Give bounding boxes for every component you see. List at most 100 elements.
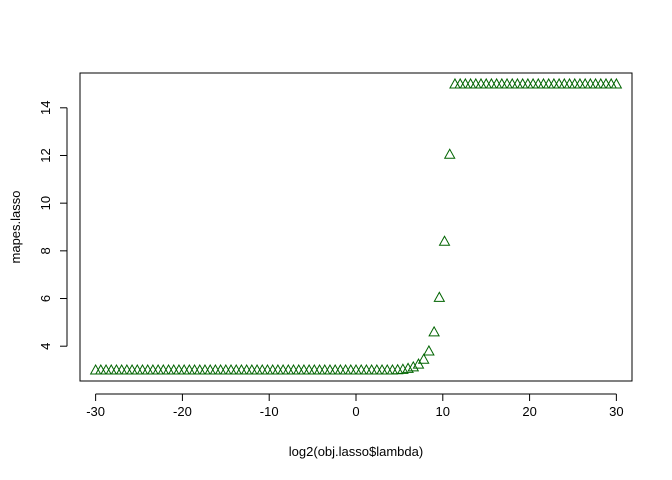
- data-point: [313, 364, 326, 375]
- data-point: [386, 364, 399, 375]
- data-point: [230, 364, 243, 375]
- data-point: [350, 364, 362, 375]
- data-point: [147, 364, 159, 375]
- data-point: [115, 364, 128, 375]
- data-point: [105, 364, 118, 375]
- data-point: [537, 77, 550, 89]
- data-point: [277, 364, 289, 375]
- x-tick-label: -20: [173, 404, 192, 419]
- data-point: [579, 77, 591, 89]
- data-point: [527, 77, 539, 89]
- data-point: [240, 364, 253, 375]
- data-point: [423, 344, 435, 356]
- data-point: [459, 77, 472, 89]
- data-point: [287, 364, 300, 375]
- data-point: [204, 364, 217, 375]
- data-point: [574, 77, 586, 89]
- y-axis-title: mapes.lasso: [8, 191, 23, 264]
- data-point: [542, 77, 555, 89]
- data-point: [235, 364, 248, 375]
- data-point: [334, 364, 347, 375]
- data-point: [433, 291, 446, 302]
- data-point: [417, 353, 430, 364]
- x-tick-label: 20: [522, 404, 536, 419]
- data-point: [141, 364, 154, 375]
- y-tick-label: 10: [38, 196, 53, 210]
- data-point: [610, 77, 623, 89]
- data-point: [298, 364, 310, 375]
- data-point: [193, 364, 206, 375]
- data-point: [558, 77, 571, 89]
- data-point: [178, 364, 191, 375]
- data-point: [438, 235, 451, 246]
- data-point: [245, 364, 258, 375]
- data-point: [266, 364, 279, 375]
- x-tick-label: -30: [86, 404, 105, 419]
- plot-box: [79, 72, 633, 382]
- data-point: [506, 77, 519, 89]
- data-point: [131, 364, 144, 375]
- data-point: [584, 77, 597, 89]
- data-point: [568, 77, 581, 89]
- data-point: [360, 364, 373, 375]
- data-point: [136, 364, 149, 375]
- data-point: [511, 77, 524, 89]
- data-point: [490, 77, 503, 89]
- data-point: [480, 77, 493, 89]
- data-point: [214, 364, 227, 375]
- data-point: [126, 364, 138, 375]
- data-point: [167, 364, 180, 375]
- data-point: [376, 364, 388, 375]
- data-point: [516, 77, 529, 89]
- data-point: [344, 364, 357, 375]
- data-point: [329, 364, 342, 375]
- data-point: [495, 77, 508, 89]
- data-point: [443, 148, 456, 159]
- data-point: [219, 364, 232, 375]
- data-point: [355, 364, 368, 375]
- data-point: [475, 77, 487, 89]
- data-point: [173, 364, 185, 375]
- data-point: [563, 77, 576, 89]
- data-point: [501, 77, 513, 89]
- data-point: [454, 77, 467, 89]
- y-tick-label: 6: [38, 295, 53, 302]
- data-point: [339, 364, 352, 375]
- data-point: [225, 364, 237, 375]
- data-point: [100, 364, 112, 375]
- y-tick-label: 4: [38, 343, 53, 350]
- data-point: [469, 77, 482, 89]
- data-point: [365, 364, 378, 375]
- data-point: [370, 364, 383, 375]
- data-point: [308, 364, 321, 375]
- data-point: [292, 364, 305, 375]
- data-point: [553, 77, 565, 89]
- data-point: [261, 364, 274, 375]
- data-point: [199, 364, 211, 375]
- data-point: [521, 77, 534, 89]
- data-point: [407, 360, 420, 372]
- data-point: [532, 77, 545, 89]
- data-point: [188, 364, 201, 375]
- data-point: [318, 364, 331, 375]
- data-points: [89, 77, 623, 375]
- x-tick-label: 10: [436, 404, 450, 419]
- x-tick-label: 0: [352, 404, 359, 419]
- data-point: [110, 364, 123, 375]
- x-axis-title: log2(obj.lasso$lambda): [289, 444, 423, 459]
- data-point: [381, 364, 394, 375]
- data-point: [303, 364, 315, 375]
- data-point: [121, 364, 133, 375]
- data-point: [324, 364, 336, 375]
- data-point: [94, 364, 107, 375]
- data-point: [428, 325, 440, 337]
- y-axis: 4 6 8 10 12 14: [38, 101, 68, 350]
- y-tick-label: 14: [38, 101, 53, 115]
- data-point: [600, 77, 612, 89]
- data-point: [402, 362, 414, 373]
- y-tick-label: 8: [38, 247, 53, 254]
- data-point: [272, 364, 284, 375]
- data-point: [391, 363, 404, 375]
- data-point: [449, 77, 461, 89]
